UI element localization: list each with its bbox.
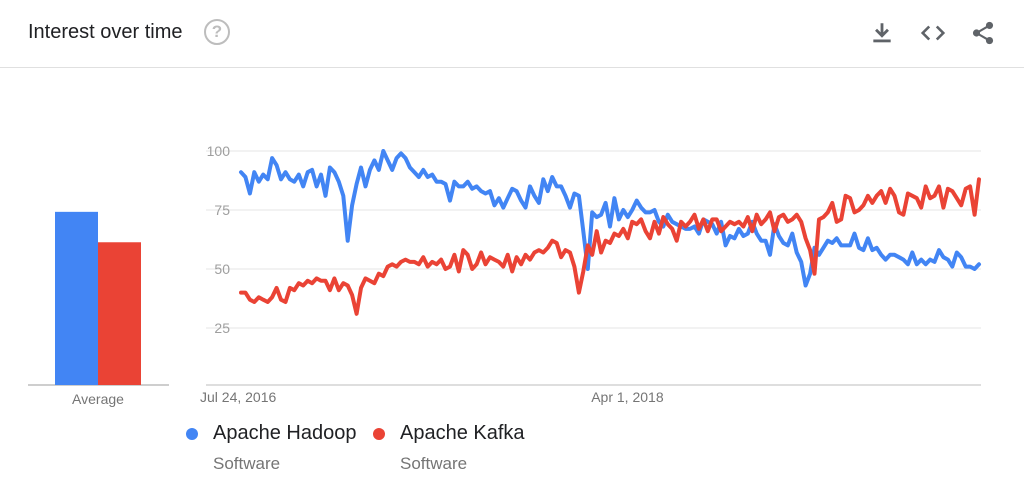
card-title: Interest over time bbox=[28, 21, 183, 43]
average-bars bbox=[28, 211, 169, 386]
average-bar-apache-hadoop[interactable] bbox=[55, 211, 98, 385]
y-tick-label: 25 bbox=[214, 320, 230, 336]
embed-code-icon[interactable] bbox=[920, 20, 946, 46]
average-bar-apache-kafka[interactable] bbox=[98, 242, 141, 385]
chart-grid: 25 50 75 100 bbox=[206, 143, 981, 386]
help-circle-icon[interactable]: ? bbox=[204, 19, 230, 45]
download-icon[interactable] bbox=[869, 20, 895, 46]
average-label: Average bbox=[72, 391, 124, 407]
x-tick-label: Jul 24, 2016 bbox=[200, 389, 276, 405]
legend-dot-icon bbox=[373, 428, 385, 440]
legend-series-name: Apache Kafka bbox=[400, 422, 525, 444]
series-line-apache-hadoop[interactable] bbox=[239, 149, 981, 288]
series-line-apache-kafka[interactable] bbox=[239, 177, 981, 316]
share-icon[interactable] bbox=[970, 20, 996, 46]
y-tick-label: 100 bbox=[207, 143, 231, 159]
card-header: Interest over time ? bbox=[0, 0, 1024, 68]
legend-series-category: Software bbox=[400, 454, 468, 473]
chart-series bbox=[239, 149, 981, 316]
interest-line-chart: 25 50 75 100 Jul 24, 2016 Apr 1, 2018 Averag… bbox=[28, 143, 981, 407]
x-tick-label: Apr 1, 2018 bbox=[591, 389, 664, 405]
y-tick-label: 75 bbox=[214, 202, 230, 218]
legend-series-category: Software bbox=[213, 454, 281, 473]
legend-dot-icon bbox=[186, 428, 198, 440]
legend-series-name: Apache Hadoop bbox=[213, 422, 357, 444]
x-axis-ticks: Jul 24, 2016 Apr 1, 2018 bbox=[200, 389, 664, 405]
y-tick-label: 50 bbox=[214, 261, 230, 277]
